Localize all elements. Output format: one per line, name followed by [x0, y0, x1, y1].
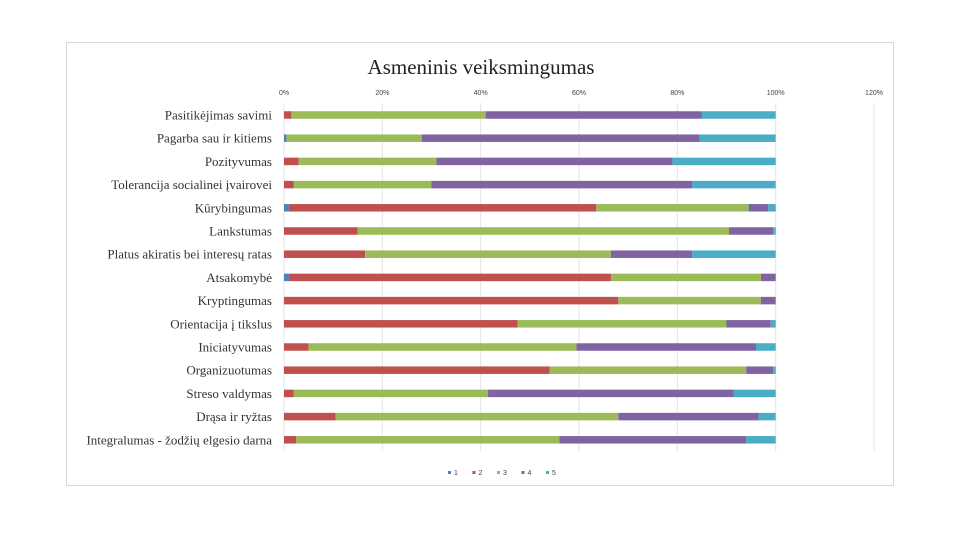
bar-segment — [288, 273, 611, 282]
bar-segment — [699, 134, 776, 142]
bar-segment — [517, 320, 727, 328]
x-tick-label: 100% — [767, 90, 785, 97]
bar-segment — [365, 250, 611, 258]
bar-segment — [284, 273, 289, 282]
category-label: Platus akiratis bei interesų ratas — [107, 247, 272, 262]
x-tick-label: 0% — [279, 90, 289, 97]
category-label: Streso valdymas — [186, 386, 272, 401]
bar-segment — [284, 320, 518, 328]
bar-segment — [758, 412, 776, 421]
x-tick-label: 120% — [865, 90, 883, 97]
bar-segment — [293, 389, 489, 398]
bar-segment — [485, 111, 702, 119]
bar-segment — [284, 296, 619, 305]
bar-segment — [773, 227, 776, 235]
bar-segment — [308, 343, 577, 351]
bar-segment — [760, 273, 776, 282]
bar-segment — [610, 273, 761, 282]
category-label: Pozityvumas — [205, 154, 272, 169]
category-label: Kūrybingumas — [195, 200, 272, 215]
category-label: Iniciatyvumas — [198, 340, 272, 355]
bar-segment — [284, 134, 287, 142]
legend-label: 2 — [479, 470, 483, 477]
bar-segment — [284, 157, 299, 166]
bar-segment — [748, 204, 769, 212]
legend-swatch — [521, 471, 525, 474]
bar-segment — [726, 320, 771, 328]
category-label: Pasitikėjimas savimi — [165, 108, 273, 123]
bar-segment — [549, 366, 747, 374]
bar-segment — [286, 134, 422, 142]
legend-label: 4 — [528, 470, 532, 477]
bar-segment — [728, 227, 774, 235]
legend-swatch — [497, 471, 500, 474]
bar-segment — [284, 436, 297, 444]
legend-label: 5 — [552, 470, 556, 477]
bar-segment — [288, 204, 597, 212]
x-tick-label: 80% — [670, 90, 684, 97]
bar-segment — [335, 412, 619, 421]
bar-segment — [618, 412, 759, 421]
bar-segment — [284, 412, 336, 421]
bar-segment — [298, 157, 437, 166]
bar-segment — [756, 343, 776, 351]
bar-segment — [760, 296, 776, 305]
bar-segment — [284, 227, 358, 235]
bar-segment — [284, 180, 294, 189]
bar-segment — [296, 436, 560, 444]
x-tick-label: 40% — [474, 90, 488, 97]
bar-segment — [610, 250, 693, 258]
bar-segment — [284, 111, 292, 119]
bar-segment — [576, 343, 756, 351]
x-tick-label: 20% — [375, 90, 389, 97]
bar-segment — [436, 157, 673, 166]
category-label: Pagarba sau ir kitiems — [157, 131, 272, 146]
category-label: Tolerancija socialinei įvairovei — [111, 177, 272, 192]
category-label: Organizuotumas — [186, 363, 272, 378]
bar-segment — [559, 436, 747, 444]
bar-segment — [746, 436, 776, 444]
bar-segment — [596, 204, 749, 212]
bar-segment — [284, 343, 309, 351]
legend-label: 3 — [503, 470, 507, 477]
x-tick-label: 60% — [572, 90, 586, 97]
category-label: Integralumas - žodžių elgesio darna — [86, 432, 272, 447]
bar-segment — [770, 320, 776, 328]
bar-segment — [431, 180, 693, 189]
bar-segment — [421, 134, 700, 142]
bar-segment — [768, 204, 776, 212]
bar-segment — [701, 111, 776, 119]
category-label: Lankstumas — [209, 224, 272, 239]
bar-segment — [733, 389, 776, 398]
bar-segment — [672, 157, 776, 166]
bar-segment — [488, 389, 734, 398]
category-label: Atsakomybė — [206, 270, 272, 285]
bar-segment — [284, 389, 294, 398]
legend-label: 1 — [454, 470, 458, 477]
category-label: Orientacija į tikslus — [170, 316, 272, 331]
bar-segment — [293, 180, 432, 189]
bar-segment — [773, 366, 776, 374]
bar-segment — [692, 250, 776, 258]
bar-segment — [284, 250, 366, 258]
bar-segment — [618, 296, 761, 305]
legend-swatch — [546, 471, 549, 474]
chart-title: Asmeninis veiksmingumas — [368, 55, 595, 79]
bar-segment — [746, 366, 774, 374]
chart-area: Asmeninis veiksmingumas 0% 20% 40% 60% 80% 10… — [66, 42, 894, 486]
bar-segment — [692, 180, 776, 189]
stacked-bar-chart: Asmeninis veiksmingumas 0% 20% 40% 60% 80% 10… — [86, 55, 883, 477]
legend-swatch — [472, 471, 476, 474]
bar-segment — [291, 111, 486, 119]
bar-segment — [284, 366, 550, 374]
category-label: Drąsa ir ryžtas — [196, 409, 272, 424]
legend-swatch — [448, 471, 451, 474]
bar-segment — [357, 227, 729, 235]
category-label: Kryptingumas — [198, 293, 272, 308]
bar-segment — [284, 204, 289, 212]
